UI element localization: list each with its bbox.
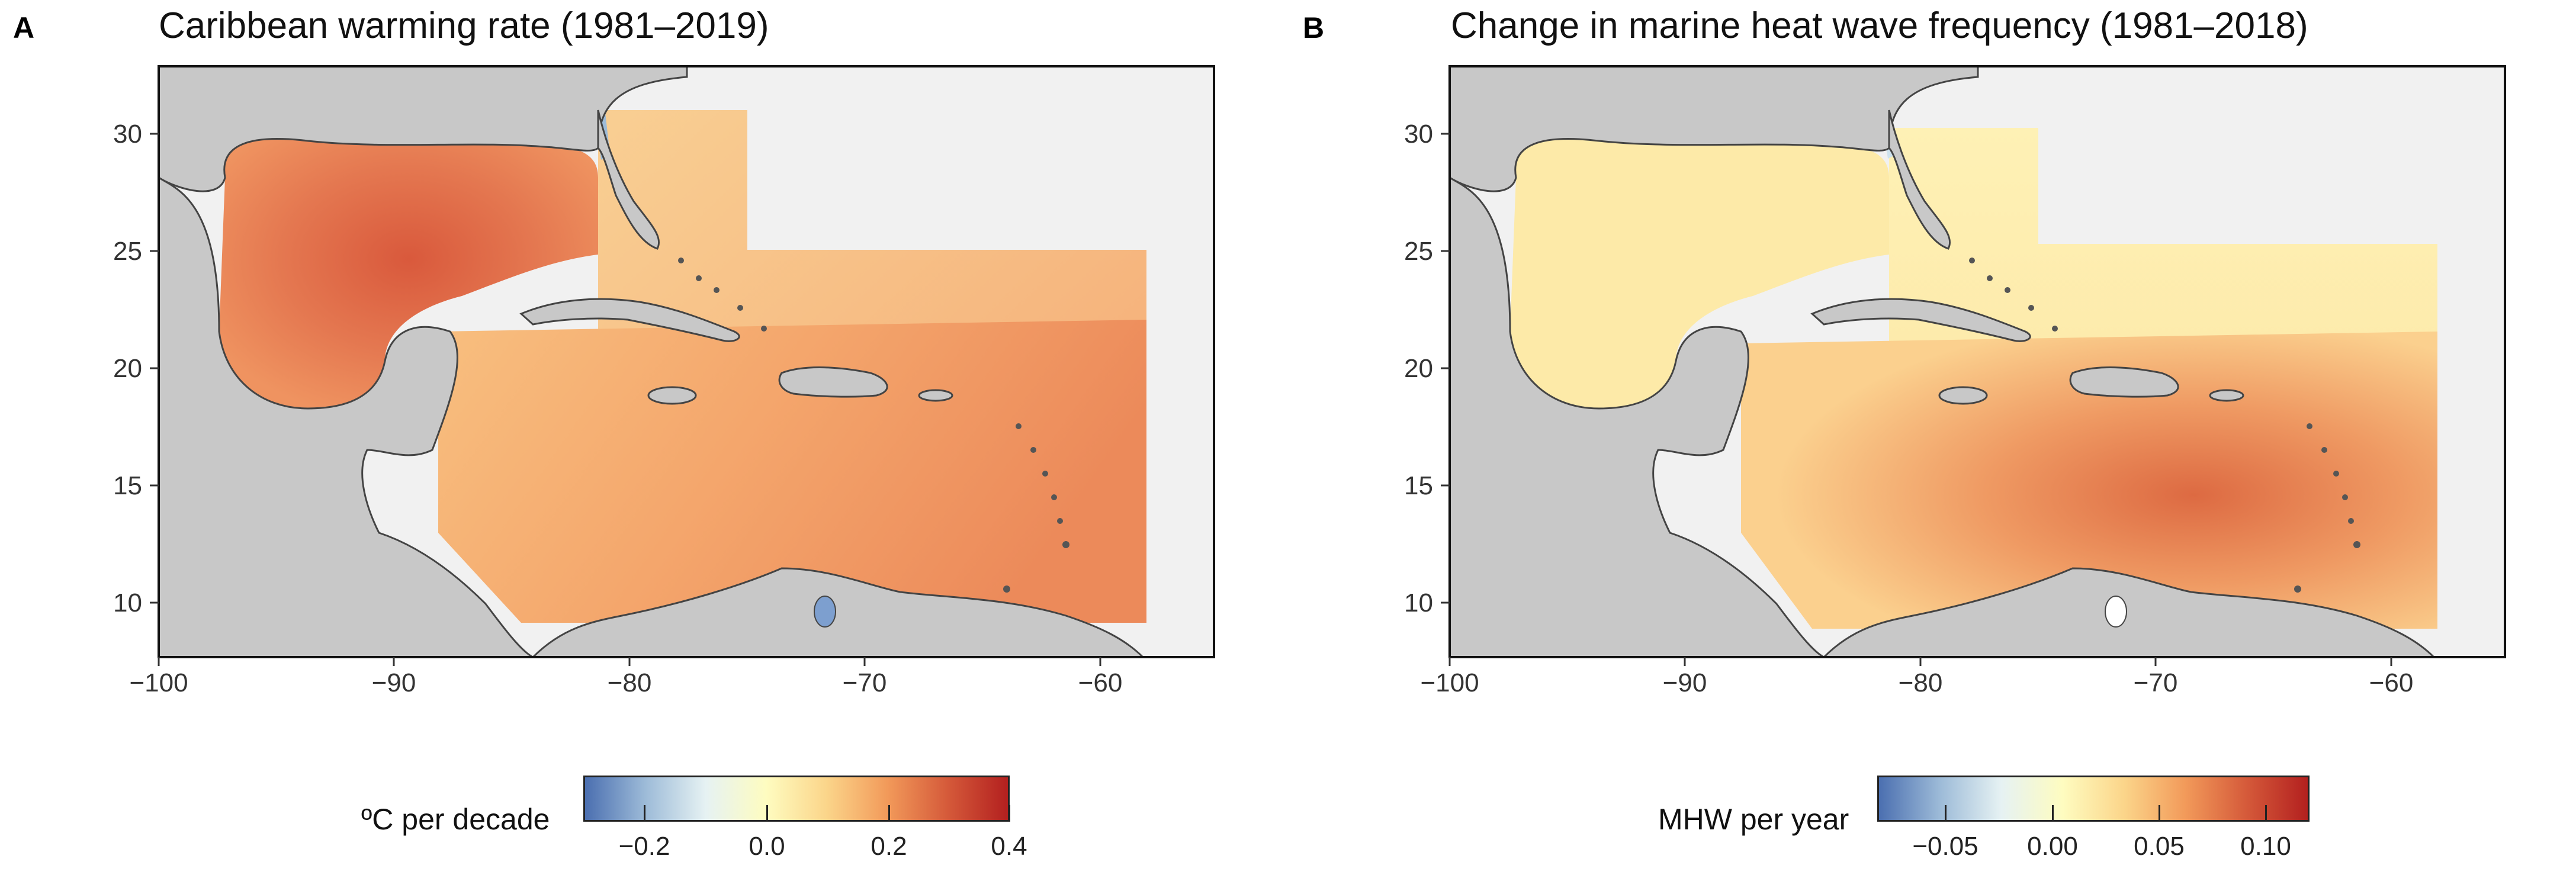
y-tick-label: 15	[1404, 471, 1433, 500]
colorbar-tick-label: −0.2	[618, 832, 670, 861]
land-north-america	[159, 66, 688, 192]
map-panel-a: −100 −90 −80 −70 −60 10 15 20 25 30	[113, 65, 1215, 697]
y-tick-label: 15	[113, 471, 142, 500]
land-puerto-rico	[918, 389, 953, 402]
map-panel-b: −100 −90 −80 −70 −60 10 15 20 25 30	[1404, 65, 2506, 697]
colorbar-tick-label: 0.2	[871, 832, 907, 861]
land-cuba	[1810, 298, 2031, 342]
land-cuba	[519, 298, 740, 342]
legend-title-a: ºC per decade	[361, 803, 550, 836]
land-florida	[1888, 110, 1951, 250]
colorbar-a	[583, 776, 1010, 822]
land-jamaica	[647, 386, 697, 405]
colorbar-tick	[888, 805, 890, 822]
colorbar-tick	[2159, 805, 2160, 822]
lake-maracaibo	[2105, 596, 2127, 628]
colorbar-b	[1877, 776, 2310, 822]
colorbar-tick-label: 0.00	[2027, 832, 2078, 861]
x-tick-label: −100	[1420, 668, 1479, 697]
colorbar-tick	[1008, 805, 1010, 822]
land-south-america	[531, 567, 1145, 657]
y-tick-label: 25	[1404, 237, 1433, 266]
panel-letter-b: B	[1303, 11, 1325, 44]
land-hispaniola	[2069, 366, 2179, 398]
map-frame-a	[158, 65, 1215, 658]
y-tick-label: 20	[1404, 354, 1433, 383]
colorbar-tick-label: 0.05	[2134, 832, 2185, 861]
land-central-america	[159, 176, 534, 657]
y-tick-label: 25	[113, 237, 142, 266]
x-tick-label: −60	[1078, 668, 1123, 697]
colorbar-tick	[2052, 805, 2054, 822]
panel-title-a: Caribbean warming rate (1981–2019)	[159, 5, 769, 46]
x-tick-label: −80	[608, 668, 652, 697]
lesser-antilles	[678, 258, 1069, 593]
x-tick-label: −90	[1663, 668, 1707, 697]
sst-trend-field-caribbean	[438, 320, 1146, 623]
land-hispaniola	[778, 366, 888, 398]
land-north-america	[1450, 66, 1979, 192]
y-tick-label: 30	[1404, 120, 1433, 149]
legend-title-b: MHW per year	[1658, 803, 1849, 836]
y-tick-label: 30	[113, 120, 142, 149]
y-ticks-b	[1441, 133, 1450, 604]
land-jamaica	[1938, 386, 1988, 405]
panel-title-b: Change in marine heat wave frequency (19…	[1451, 5, 2308, 46]
y-tick-label: 20	[113, 354, 142, 383]
lesser-antilles	[1969, 258, 2360, 593]
land-puerto-rico	[2209, 389, 2244, 402]
panel-letter-a: A	[13, 11, 35, 44]
x-tick-label: −70	[2134, 668, 2178, 697]
colorbar-tick-label: 0.10	[2240, 832, 2291, 861]
x-tick-label: −80	[1899, 668, 1943, 697]
colorbar-tick-label: 0.4	[991, 832, 1027, 861]
colorbar-tick	[1945, 805, 1947, 822]
x-tick-label: −90	[372, 668, 416, 697]
y-tick-label: 10	[113, 588, 142, 617]
colorbar-tick	[766, 805, 768, 822]
lake-maracaibo	[814, 596, 836, 628]
map-frame-b	[1448, 65, 2506, 658]
mhw-field-caribbean	[1741, 332, 2437, 629]
colorbar-tick-label: 0.0	[749, 832, 785, 861]
colorbar-tick-label: −0.05	[1912, 832, 1978, 861]
mhw-field-gulf	[1510, 136, 1889, 408]
y-tick-label: 10	[1404, 588, 1433, 617]
x-tick-label: −100	[129, 668, 188, 697]
colorbar-tick	[2265, 805, 2267, 822]
sst-trend-field-gulf	[219, 136, 598, 408]
y-ticks-a	[150, 133, 159, 604]
land-south-america	[1822, 567, 2436, 657]
land-florida	[597, 110, 660, 250]
land-central-america	[1450, 176, 1825, 657]
x-tick-label: −60	[2369, 668, 2414, 697]
x-tick-label: −70	[843, 668, 887, 697]
colorbar-tick	[644, 805, 645, 822]
x-ticks-b	[1448, 657, 2392, 666]
x-ticks-a	[158, 657, 1101, 666]
